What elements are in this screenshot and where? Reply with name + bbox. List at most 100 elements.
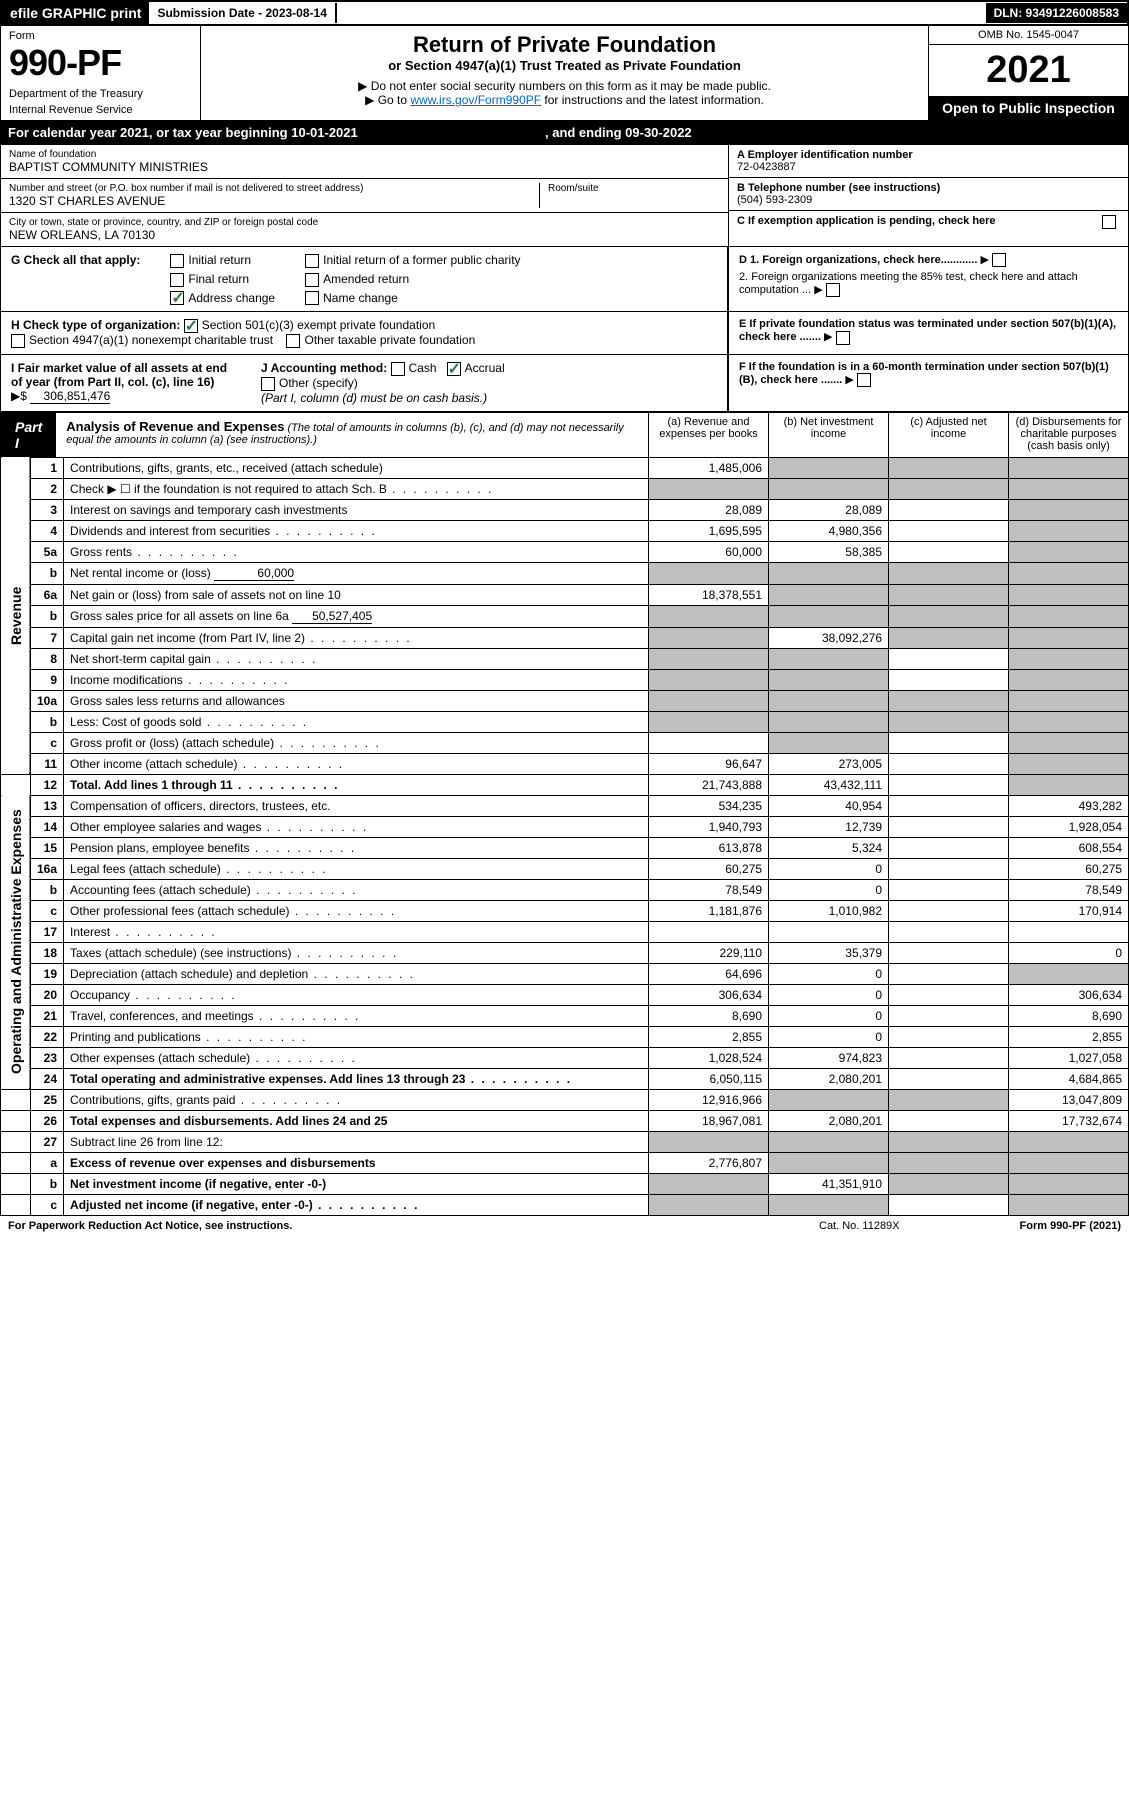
- addr-cell: Number and street (or P.O. box number if…: [1, 179, 728, 213]
- cb-e[interactable]: [836, 331, 850, 345]
- street-address: 1320 ST CHARLES AVENUE: [9, 194, 531, 208]
- efile-label[interactable]: efile GRAPHIC print: [2, 2, 149, 24]
- col-a-head: (a) Revenue and expenses per books: [649, 412, 769, 457]
- row-5a: 5aGross rents60,00058,385: [1, 541, 1129, 562]
- row-5b: bNet rental income or (loss) 60,000: [1, 562, 1129, 584]
- row-12: 12Total. Add lines 1 through 1121,743,88…: [1, 774, 1129, 795]
- row-13: Operating and Administrative Expenses13C…: [1, 795, 1129, 816]
- row-16c: cOther professional fees (attach schedul…: [1, 900, 1129, 921]
- info-grid: Name of foundation BAPTIST COMMUNITY MIN…: [0, 144, 1129, 247]
- g-final: Final return: [188, 272, 249, 286]
- row-27a: aExcess of revenue over expenses and dis…: [1, 1152, 1129, 1173]
- row-19: 19Depreciation (attach schedule) and dep…: [1, 963, 1129, 984]
- cb-accrual[interactable]: [447, 362, 461, 376]
- form-title: Return of Private Foundation: [207, 32, 922, 58]
- g-address: Address change: [188, 291, 275, 305]
- row-8: 8Net short-term capital gain: [1, 648, 1129, 669]
- header-mid: Return of Private Foundation or Section …: [201, 26, 928, 120]
- cb-501c3[interactable]: [184, 319, 198, 333]
- g-initial-former: Initial return of a former public charit…: [323, 253, 520, 267]
- h-other: Other taxable private foundation: [304, 333, 475, 347]
- cb-name[interactable]: [305, 291, 319, 305]
- revenue-label: Revenue: [1, 457, 31, 774]
- ein-label: A Employer identification number: [737, 149, 1120, 161]
- col-d-head: (d) Disbursements for charitable purpose…: [1009, 412, 1129, 457]
- calyear-mid: , and ending: [545, 125, 625, 140]
- goto-line: ▶ Go to www.irs.gov/Form990PF for instru…: [207, 93, 922, 107]
- dept-treasury: Department of the Treasury: [9, 88, 192, 100]
- row-10b: bLess: Cost of goods sold: [1, 711, 1129, 732]
- row-23: 23Other expenses (attach schedule)1,028,…: [1, 1047, 1129, 1068]
- calyear-pre: For calendar year 2021, or tax year begi…: [8, 125, 291, 140]
- phone-cell: B Telephone number (see instructions) (5…: [729, 178, 1128, 211]
- cb-d2[interactable]: [826, 283, 840, 297]
- calendar-year-row: For calendar year 2021, or tax year begi…: [0, 121, 1129, 144]
- row-16a: 16aLegal fees (attach schedule)60,275060…: [1, 858, 1129, 879]
- row-18: 18Taxes (attach schedule) (see instructi…: [1, 942, 1129, 963]
- g-initial: Initial return: [188, 253, 251, 267]
- h-section: H Check type of organization: Section 50…: [1, 312, 728, 354]
- ein-cell: A Employer identification number 72-0423…: [729, 145, 1128, 178]
- col-c-head: (c) Adjusted net income: [889, 412, 1009, 457]
- addr-label: Number and street (or P.O. box number if…: [9, 183, 531, 194]
- d1-label: D 1. Foreign organizations, check here..…: [739, 254, 977, 266]
- e-section: E If private foundation status was termi…: [728, 312, 1128, 354]
- footer: For Paperwork Reduction Act Notice, see …: [0, 1216, 1129, 1236]
- info-left: Name of foundation BAPTIST COMMUNITY MIN…: [1, 145, 728, 246]
- cb-cash[interactable]: [391, 362, 405, 376]
- cb-initial[interactable]: [170, 254, 184, 268]
- row-27: 27Subtract line 26 from line 12:: [1, 1131, 1129, 1152]
- city-value: NEW ORLEANS, LA 70130: [9, 228, 720, 242]
- c-checkbox[interactable]: [1102, 215, 1116, 229]
- g-label: G Check all that apply:: [11, 253, 140, 267]
- cb-amended[interactable]: [305, 273, 319, 287]
- calyear-end: 09-30-2022: [625, 125, 692, 140]
- cb-other-tax[interactable]: [286, 334, 300, 348]
- row-11: 11Other income (attach schedule)96,64727…: [1, 753, 1129, 774]
- row-9: 9Income modifications: [1, 669, 1129, 690]
- cb-d1[interactable]: [992, 253, 1006, 267]
- j-other: Other (specify): [279, 376, 358, 390]
- irs-link[interactable]: www.irs.gov/Form990PF: [410, 93, 541, 107]
- j-cash: Cash: [409, 361, 437, 375]
- header-right: OMB No. 1545-0047 2021 Open to Public In…: [928, 26, 1128, 120]
- row-3: 3Interest on savings and temporary cash …: [1, 499, 1129, 520]
- ssn-warning: ▶ Do not enter social security numbers o…: [207, 79, 922, 93]
- g-section: G Check all that apply: Initial return F…: [1, 247, 728, 311]
- row-17: 17Interest: [1, 921, 1129, 942]
- row-10c: cGross profit or (loss) (attach schedule…: [1, 732, 1129, 753]
- f-section: F If the foundation is in a 60-month ter…: [728, 355, 1128, 411]
- phone-label: B Telephone number (see instructions): [737, 182, 1120, 194]
- g-name: Name change: [323, 291, 398, 305]
- cb-other-acct[interactable]: [261, 377, 275, 391]
- row-25: 25Contributions, gifts, grants paid12,91…: [1, 1089, 1129, 1110]
- expenses-label: Operating and Administrative Expenses: [1, 795, 31, 1089]
- cb-address[interactable]: [170, 291, 184, 305]
- tax-year: 2021: [929, 45, 1128, 96]
- row-10a: 10aGross sales less returns and allowanc…: [1, 690, 1129, 711]
- d2-label: 2. Foreign organizations meeting the 85%…: [739, 271, 1078, 296]
- cb-4947[interactable]: [11, 334, 25, 348]
- cb-final[interactable]: [170, 273, 184, 287]
- part1-table: Part I Analysis of Revenue and Expenses …: [0, 412, 1129, 1216]
- row-26: 26Total expenses and disbursements. Add …: [1, 1110, 1129, 1131]
- name-cell: Name of foundation BAPTIST COMMUNITY MIN…: [1, 145, 728, 179]
- row-27c: cAdjusted net income (if negative, enter…: [1, 1194, 1129, 1215]
- row-7: 7Capital gain net income (from Part IV, …: [1, 627, 1129, 648]
- j-note: (Part I, column (d) must be on cash basi…: [261, 391, 487, 405]
- header-left: Form 990-PF Department of the Treasury I…: [1, 26, 201, 120]
- irs-label: Internal Revenue Service: [9, 104, 192, 116]
- e-label: E If private foundation status was termi…: [739, 318, 1116, 343]
- goto-pre: ▶ Go to: [365, 93, 410, 107]
- name-label: Name of foundation: [9, 149, 720, 160]
- foundation-name: BAPTIST COMMUNITY MINISTRIES: [9, 160, 720, 174]
- submission-date: Submission Date - 2023-08-14: [149, 3, 336, 23]
- cb-f[interactable]: [857, 373, 871, 387]
- row-16b: bAccounting fees (attach schedule)78,549…: [1, 879, 1129, 900]
- exemption-cell: C If exemption application is pending, c…: [729, 211, 1128, 231]
- row-4: 4Dividends and interest from securities1…: [1, 520, 1129, 541]
- cb-initial-former[interactable]: [305, 254, 319, 268]
- footer-mid: Cat. No. 11289X: [819, 1220, 900, 1232]
- row-15: 15Pension plans, employee benefits613,87…: [1, 837, 1129, 858]
- col-b-head: (b) Net investment income: [769, 412, 889, 457]
